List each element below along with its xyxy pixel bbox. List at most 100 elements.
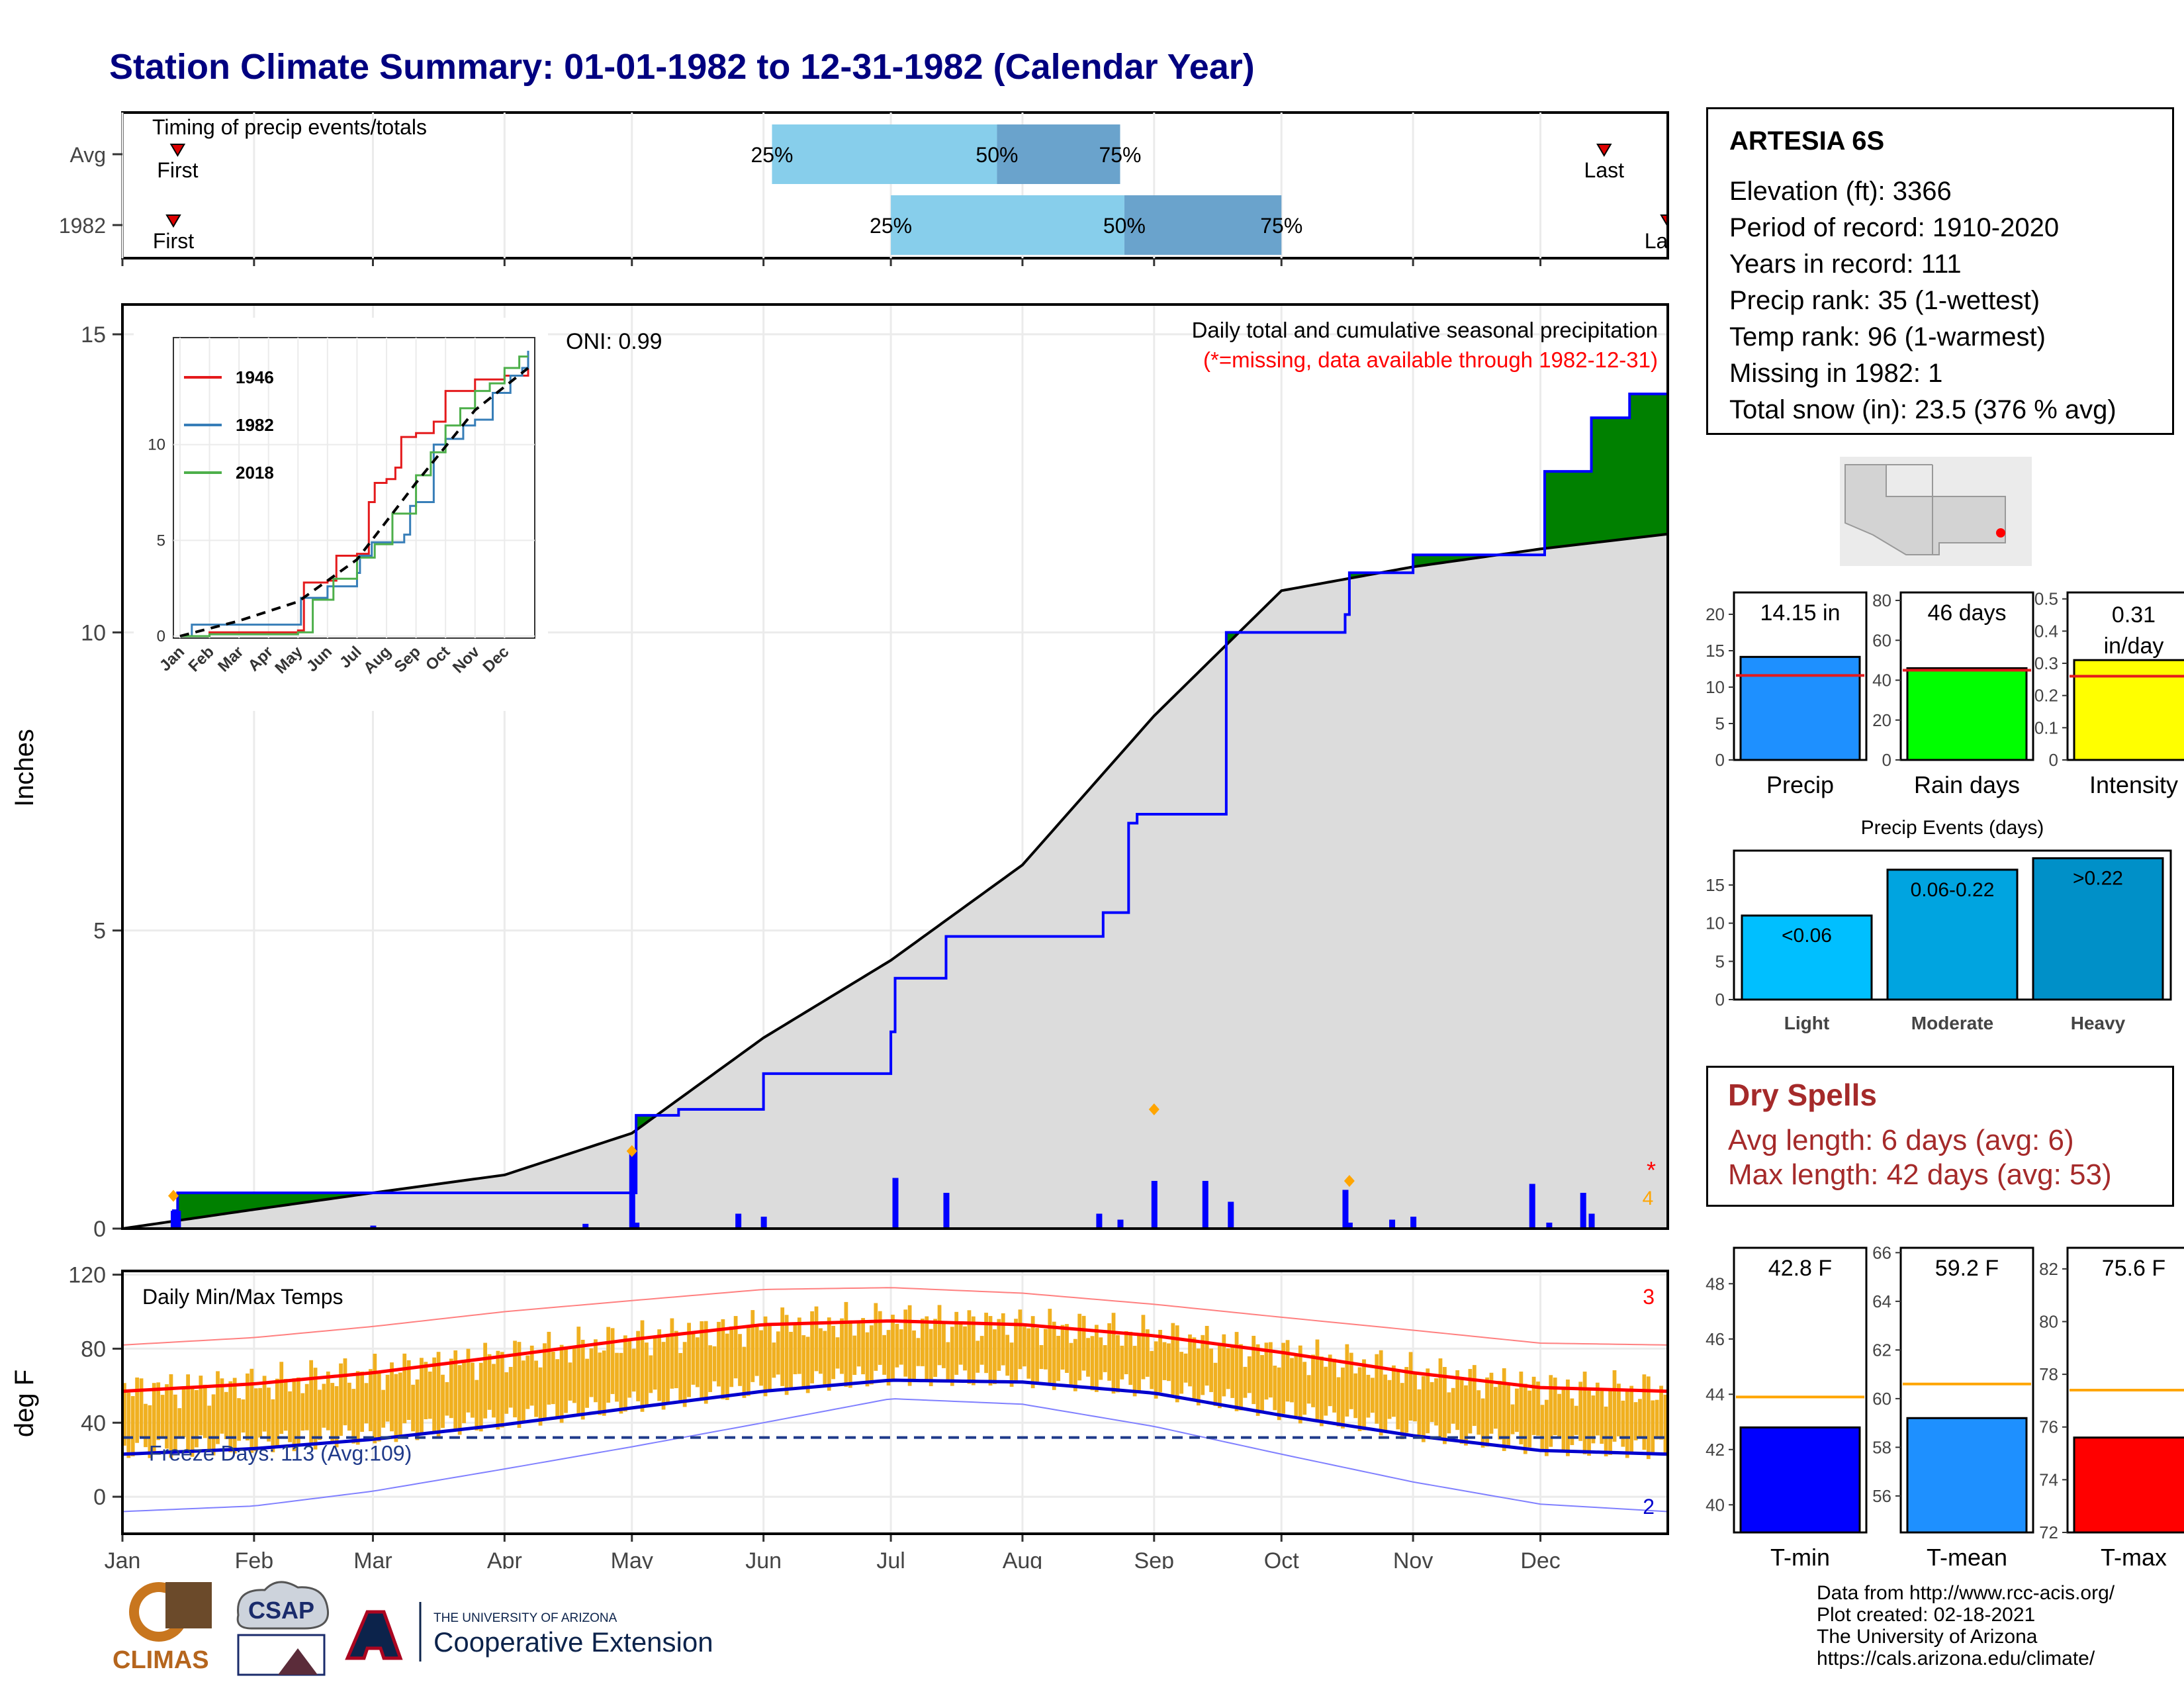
anomaly-slice: [211, 1192, 216, 1216]
temp-bar: [1264, 1342, 1269, 1400]
precip-ytick-label-0: 0: [93, 1217, 106, 1242]
temp-bar: [1655, 1399, 1659, 1440]
temp-bar: [1094, 1325, 1099, 1392]
inset-series-2018: [180, 355, 528, 637]
panel-ytick-label-4: 0.4: [2034, 621, 2058, 641]
credit-data-source: Data from http://www.rcc-acis.org/: [1817, 1582, 2115, 1604]
temp-bar: [292, 1378, 296, 1452]
timing-first-marker-avg: [169, 144, 186, 157]
temp-bar: [1638, 1399, 1642, 1438]
temp-bar: [203, 1384, 207, 1438]
temp-bar: [835, 1337, 840, 1369]
temps-chart: 0 40 80 120 Jan Feb Mar Apr May Jun Jul Aug Sep Oct No…: [10, 1263, 1669, 1569]
temp-bar: [313, 1368, 318, 1450]
temp-bar: [216, 1371, 220, 1444]
panel-bar-Rain days: [1906, 667, 2028, 761]
avg-min-line: [122, 1378, 1668, 1456]
temp-bar: [436, 1352, 441, 1438]
anomaly-slice: [636, 1115, 641, 1131]
temp-bar: [449, 1358, 453, 1419]
temp-bar: [844, 1301, 848, 1387]
daily-precip-bar: [175, 1210, 181, 1229]
temp-bar: [640, 1320, 645, 1412]
temp-bar: [253, 1388, 258, 1452]
temp-bar: [721, 1319, 725, 1399]
temp-bar: [768, 1323, 772, 1392]
temp-bar: [1030, 1316, 1035, 1389]
temp-bar: [318, 1389, 322, 1440]
precip-events-chart: Precip Events (days) 0 5 10 15 <0.06 Light 0.06…: [1706, 817, 2172, 1033]
temp-bar: [1421, 1376, 1426, 1442]
temp-bar: [1349, 1352, 1353, 1409]
temp-bar: [165, 1384, 169, 1449]
temp-bar: [534, 1360, 539, 1417]
events-category-1: Moderate: [1911, 1013, 1993, 1033]
temps-ytick-label-1: 40: [81, 1411, 106, 1436]
daily-temp-bars: [122, 1301, 1668, 1460]
anomaly-slice: [296, 1192, 302, 1204]
temp-bar: [246, 1373, 250, 1441]
temp-bar: [1400, 1383, 1404, 1440]
temp-bar: [997, 1319, 1001, 1371]
event-marker-3: [167, 1190, 179, 1202]
timing-chart: Timing of precip events/totals Avg 25% 50% 7…: [59, 109, 1694, 266]
anomaly-slice: [1633, 394, 1639, 538]
temp-bar: [1018, 1309, 1023, 1370]
anomaly-slice: [279, 1192, 285, 1206]
temp-bar: [856, 1322, 861, 1367]
timing-right-mask: [1669, 109, 1694, 261]
temp-bar: [339, 1363, 343, 1436]
anomaly-slice: [190, 1192, 195, 1219]
temp-bar: [1107, 1323, 1112, 1381]
university-of-arizona-logo: THE UNIVERSITY OF ARIZONA Cooperative Ex…: [345, 1602, 713, 1662]
temp-bar: [504, 1372, 509, 1414]
temp-bar: [1540, 1405, 1545, 1450]
temp-bar: [1468, 1369, 1473, 1434]
map-states: [1844, 464, 2006, 555]
credit-url: https://cals.arizona.edu/climate/: [1817, 1648, 2095, 1669]
temps-xtick-label-8: Sep: [1134, 1548, 1175, 1569]
temp-bar: [126, 1392, 131, 1458]
temp-bar: [878, 1311, 882, 1365]
daily-precip-bar: [1588, 1213, 1595, 1229]
temp-bar: [1137, 1334, 1141, 1393]
temp-bar: [1048, 1309, 1052, 1383]
temp-bar: [139, 1378, 144, 1437]
anomaly-slice: [1600, 418, 1605, 542]
inset-frame: [173, 337, 535, 639]
temp-bar: [993, 1329, 997, 1384]
temp-bar: [874, 1303, 878, 1371]
anomaly-slice: [1646, 394, 1651, 537]
temp-bar: [1408, 1352, 1413, 1421]
temp-bar: [1404, 1367, 1409, 1433]
temp-bar: [1026, 1328, 1031, 1379]
temp-bar: [759, 1330, 763, 1386]
panel-ytick-label-2: 60: [1872, 1389, 1891, 1409]
temp-bar: [487, 1354, 492, 1410]
anomaly-slice: [1587, 471, 1592, 544]
panel-value-T-min: 42.8 F: [1768, 1256, 1832, 1281]
missing-star: *: [1647, 1156, 1656, 1184]
anomaly-slice: [232, 1192, 238, 1213]
timing-pct-avg-2: 75%: [1099, 143, 1141, 167]
temp-bar: [394, 1374, 398, 1442]
temp-bar: [1426, 1368, 1430, 1434]
temp-bar: [708, 1345, 713, 1392]
temp-bar: [1035, 1328, 1039, 1382]
temp-summary-chart: 40 42 44 46 48 42.8 F T-min 56 58 60 62 64 66 59.2 F T…: [1706, 1243, 2184, 1571]
daily-precip-bar: [1202, 1180, 1208, 1229]
events-bar-Moderate: [1886, 868, 2019, 1001]
daily-precip-bar: [633, 1222, 640, 1229]
temp-bar: [173, 1394, 177, 1451]
temp-bar: [492, 1364, 496, 1418]
temp-bar: [1544, 1399, 1549, 1456]
events-ytick-label-1: 5: [1715, 951, 1725, 971]
temps-xtick-label-5: Jun: [745, 1548, 782, 1569]
temp-bar: [483, 1342, 488, 1419]
temp-bar: [678, 1352, 683, 1401]
temp-bar: [432, 1357, 437, 1432]
temp-bar: [1387, 1380, 1392, 1419]
anomaly-slice: [203, 1192, 208, 1217]
temp-bar: [1175, 1325, 1179, 1403]
temp-bar: [1077, 1313, 1082, 1381]
